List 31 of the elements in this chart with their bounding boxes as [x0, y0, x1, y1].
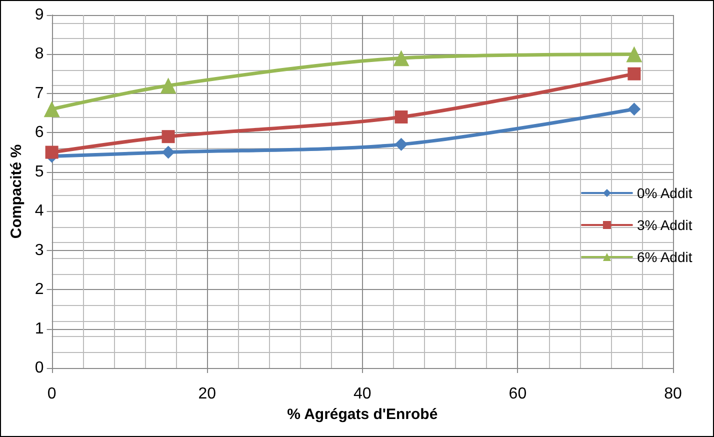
y-tick-label: 3 — [34, 242, 44, 259]
point — [162, 130, 175, 144]
legend-label: 3% Addit — [636, 217, 692, 233]
x-tick-label: 0 — [47, 386, 56, 402]
point — [628, 102, 641, 116]
point — [394, 110, 408, 124]
point — [393, 50, 410, 66]
x-tick-label: 60 — [508, 386, 527, 402]
legend-label: 6% Addit — [636, 249, 692, 265]
y-tick-label: 8 — [34, 46, 44, 63]
legend-label: 0% Addit — [636, 185, 692, 201]
y-tick-label: 9 — [34, 6, 44, 24]
y-tick-label: 6 — [34, 124, 44, 142]
y-tick-label: 1 — [34, 320, 44, 338]
x-tick-label: 80 — [664, 386, 682, 402]
y-tick-label: 5 — [34, 163, 44, 180]
y-tick-label: 2 — [34, 281, 44, 298]
y-tick-label: 4 — [34, 202, 44, 220]
y-tick-label: 7 — [34, 84, 44, 102]
point — [628, 67, 641, 80]
x-tick-label: 20 — [198, 386, 216, 402]
point — [394, 138, 408, 151]
x-axis-title: % Agrégats d'Enrobé — [287, 406, 438, 423]
point — [626, 46, 642, 62]
point — [45, 146, 58, 159]
point — [160, 78, 176, 94]
y-tick-label: 0 — [34, 360, 44, 376]
point — [44, 101, 60, 118]
x-tick-label: 40 — [354, 386, 372, 402]
point — [162, 146, 175, 159]
y-axis-title: Compacité % — [8, 144, 25, 239]
